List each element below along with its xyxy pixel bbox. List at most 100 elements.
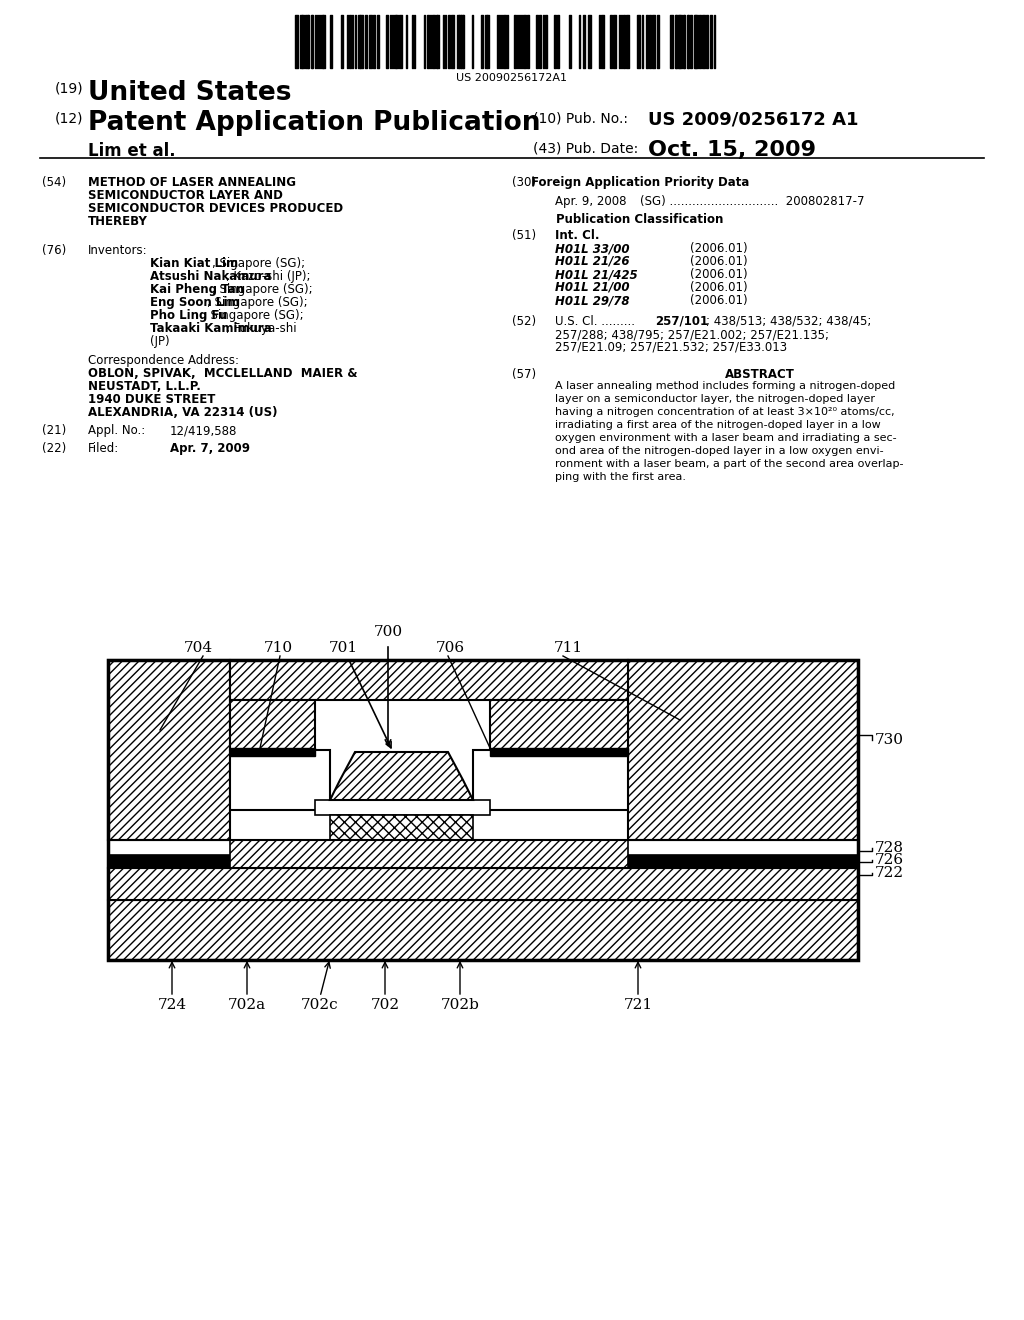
Text: ronment with a laser beam, a part of the second area overlap-: ronment with a laser beam, a part of the…	[555, 459, 903, 469]
Text: 728: 728	[874, 841, 904, 855]
Text: Publication Classification: Publication Classification	[556, 213, 724, 226]
Text: 701: 701	[329, 642, 357, 655]
Text: Patent Application Publication: Patent Application Publication	[88, 110, 541, 136]
Polygon shape	[330, 752, 473, 800]
Text: 257/288; 438/795; 257/E21.002; 257/E21.135;: 257/288; 438/795; 257/E21.002; 257/E21.1…	[555, 327, 829, 341]
Text: (52): (52)	[512, 315, 537, 327]
Bar	[230, 750, 330, 810]
Bar	[108, 660, 858, 960]
Text: Apr. 9, 2008: Apr. 9, 2008	[555, 195, 627, 209]
Text: 702a: 702a	[228, 998, 266, 1012]
Text: Oct. 15, 2009: Oct. 15, 2009	[648, 140, 816, 160]
Text: US 2009/0256172 A1: US 2009/0256172 A1	[648, 110, 858, 128]
Text: (57): (57)	[512, 368, 537, 381]
Text: irradiating a first area of the nitrogen-doped layer in a low: irradiating a first area of the nitrogen…	[555, 420, 881, 430]
Text: 1940 DUKE STREET: 1940 DUKE STREET	[88, 393, 215, 407]
Text: Apr. 7, 2009: Apr. 7, 2009	[170, 442, 250, 455]
Bar	[473, 750, 628, 810]
Text: Eng Soon Lim: Eng Soon Lim	[150, 296, 240, 309]
Text: (2006.01): (2006.01)	[690, 281, 748, 294]
Text: H01L 29/78: H01L 29/78	[555, 294, 630, 308]
Text: Inventors:: Inventors:	[88, 244, 147, 257]
Text: (SG) .............................  200802817-7: (SG) ............................. 20080…	[640, 195, 864, 209]
Text: NEUSTADT, L.L.P.: NEUSTADT, L.L.P.	[88, 380, 201, 393]
Text: Lim et al.: Lim et al.	[88, 143, 176, 160]
Text: Foreign Application Priority Data: Foreign Application Priority Data	[530, 176, 750, 189]
Text: (51): (51)	[512, 228, 537, 242]
Text: OBLON, SPIVAK,  MCCLELLAND  MAIER &: OBLON, SPIVAK, MCCLELLAND MAIER &	[88, 367, 357, 380]
Text: ond area of the nitrogen-doped layer in a low oxygen envi-: ond area of the nitrogen-doped layer in …	[555, 446, 884, 455]
Text: US 20090256172A1: US 20090256172A1	[457, 73, 567, 83]
Text: THEREBY: THEREBY	[88, 215, 147, 228]
Text: 724: 724	[158, 998, 186, 1012]
Text: (2006.01): (2006.01)	[690, 242, 748, 255]
Text: 730: 730	[874, 733, 904, 747]
Bar	[108, 869, 858, 900]
Bar	[315, 800, 490, 814]
Text: H01L 21/26: H01L 21/26	[555, 255, 630, 268]
Text: 12/419,588: 12/419,588	[170, 424, 238, 437]
Text: (10) Pub. No.:: (10) Pub. No.:	[534, 112, 628, 125]
Text: United States: United States	[88, 81, 292, 106]
Text: 710: 710	[263, 642, 293, 655]
Text: 726: 726	[874, 853, 904, 867]
Text: Int. Cl.: Int. Cl.	[555, 228, 599, 242]
Text: 721: 721	[624, 998, 652, 1012]
Text: , Singapore (SG);: , Singapore (SG);	[212, 282, 312, 296]
Text: 711: 711	[553, 642, 583, 655]
Text: ; 438/513; 438/532; 438/45;: ; 438/513; 438/532; 438/45;	[706, 315, 871, 327]
Bar	[108, 660, 230, 840]
Bar	[108, 900, 858, 960]
Bar	[230, 840, 628, 869]
Text: 702b: 702b	[440, 998, 479, 1012]
Text: Correspondence Address:: Correspondence Address:	[88, 354, 239, 367]
Text: (43) Pub. Date:: (43) Pub. Date:	[534, 143, 638, 156]
Text: having a nitrogen concentration of at least 3×10²⁰ atoms/cc,: having a nitrogen concentration of at le…	[555, 407, 895, 417]
Text: H01L 21/00: H01L 21/00	[555, 281, 630, 294]
Text: 702: 702	[371, 998, 399, 1012]
Text: , Singapore (SG);: , Singapore (SG);	[203, 309, 303, 322]
Text: layer on a semiconductor layer, the nitrogen-doped layer: layer on a semiconductor layer, the nitr…	[555, 393, 874, 404]
Bar	[330, 814, 473, 840]
Text: , Kazo-shi (JP);: , Kazo-shi (JP);	[226, 271, 310, 282]
Text: 700: 700	[374, 624, 402, 639]
Text: Pho Ling Fu: Pho Ling Fu	[150, 309, 227, 322]
Text: Appl. No.:: Appl. No.:	[88, 424, 145, 437]
Text: H01L 21/425: H01L 21/425	[555, 268, 638, 281]
Text: oxygen environment with a laser beam and irradiating a sec-: oxygen environment with a laser beam and…	[555, 433, 897, 444]
Text: Takaaki Kamimura: Takaaki Kamimura	[150, 322, 271, 335]
Text: 704: 704	[183, 642, 213, 655]
Text: Filed:: Filed:	[88, 442, 119, 455]
Text: (76): (76)	[42, 244, 67, 257]
Text: Kai Pheng Tan: Kai Pheng Tan	[150, 282, 244, 296]
Text: ping with the first area.: ping with the first area.	[555, 473, 686, 482]
Bar	[628, 660, 858, 840]
Bar	[490, 700, 628, 750]
Text: (12): (12)	[55, 112, 84, 125]
Text: , Fukuya-shi: , Fukuya-shi	[226, 322, 297, 335]
Text: (19): (19)	[55, 82, 84, 96]
Text: (2006.01): (2006.01)	[690, 255, 748, 268]
Text: H01L 33/00: H01L 33/00	[555, 242, 630, 255]
Text: SEMICONDUCTOR LAYER AND: SEMICONDUCTOR LAYER AND	[88, 189, 283, 202]
Bar	[490, 748, 628, 756]
Text: METHOD OF LASER ANNEALING: METHOD OF LASER ANNEALING	[88, 176, 296, 189]
Text: 702c: 702c	[301, 998, 339, 1012]
Text: SEMICONDUCTOR DEVICES PRODUCED: SEMICONDUCTOR DEVICES PRODUCED	[88, 202, 343, 215]
Text: (2006.01): (2006.01)	[690, 294, 748, 308]
Bar	[230, 700, 315, 750]
Text: 257/101: 257/101	[655, 315, 709, 327]
Text: 722: 722	[874, 866, 904, 880]
Text: (21): (21)	[42, 424, 67, 437]
Text: Kian Kiat Lim: Kian Kiat Lim	[150, 257, 239, 271]
Bar	[108, 855, 858, 869]
Text: , Singapore (SG);: , Singapore (SG);	[208, 296, 308, 309]
Text: (2006.01): (2006.01)	[690, 268, 748, 281]
Text: ALEXANDRIA, VA 22314 (US): ALEXANDRIA, VA 22314 (US)	[88, 407, 278, 418]
Bar	[230, 748, 315, 756]
Bar	[230, 660, 628, 700]
Text: , Sigapore (SG);: , Sigapore (SG);	[212, 257, 305, 271]
Text: (54): (54)	[42, 176, 67, 189]
Text: U.S. Cl. .........: U.S. Cl. .........	[555, 315, 635, 327]
Text: 257/E21.09; 257/E21.532; 257/E33.013: 257/E21.09; 257/E21.532; 257/E33.013	[555, 341, 787, 354]
